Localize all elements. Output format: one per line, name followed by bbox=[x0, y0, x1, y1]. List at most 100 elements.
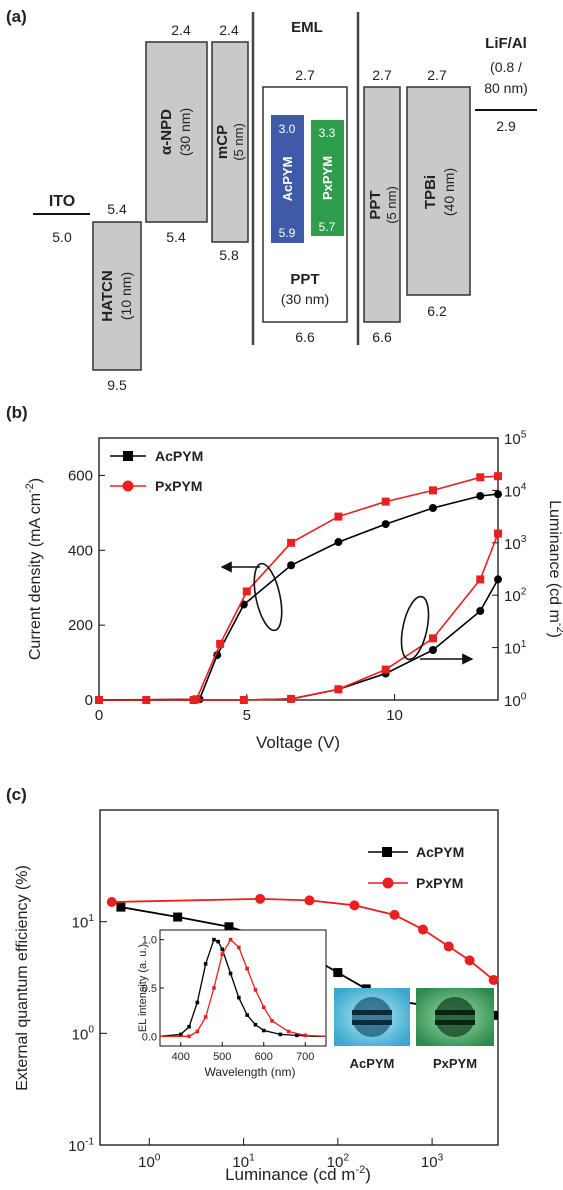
inset-point-acpym bbox=[187, 1024, 191, 1029]
ppt-etl-box bbox=[363, 86, 401, 323]
acpym-top: 3.0 bbox=[279, 122, 296, 136]
b-ytick-left-label: 0 bbox=[85, 692, 93, 709]
b-ytick-right-label: 103 bbox=[504, 534, 527, 553]
photo-pxpym-pixel bbox=[435, 997, 475, 1037]
inset-point-pxpym bbox=[212, 986, 216, 990]
c-point-pxpym bbox=[464, 955, 475, 966]
cathode-thickness-1: (0.8 / bbox=[490, 59, 522, 75]
inset-point-acpym bbox=[295, 1033, 299, 1038]
panel-b-label: (b) bbox=[6, 403, 28, 422]
ppt-etl-bottom: 6.6 bbox=[372, 329, 392, 345]
inset-point-pxpym bbox=[187, 1034, 191, 1039]
panel-b-legend: AcPYM PxPYM bbox=[110, 448, 203, 494]
acpym-dopant-box bbox=[271, 115, 304, 243]
inset-series bbox=[159, 937, 327, 1039]
photo-acpym-bar2 bbox=[352, 1020, 392, 1025]
c-point-pxpym bbox=[488, 975, 499, 986]
inset-xtick-label: 500 bbox=[213, 1051, 231, 1063]
c-point-pxpym bbox=[106, 897, 117, 908]
inset-point-acpym bbox=[228, 971, 233, 976]
ppt-eml-thickness: (30 nm) bbox=[281, 291, 329, 307]
c-xtick-label: 103 bbox=[421, 1152, 444, 1171]
panel-c-ylabel: External quantum efficiency (%) bbox=[14, 865, 31, 1091]
legend-marker-acpym bbox=[123, 451, 133, 461]
b-point-pxpym bbox=[95, 696, 103, 704]
inset-ytick-label: 1.0 bbox=[142, 935, 157, 947]
inset-point-acpym bbox=[220, 947, 225, 952]
c-point-pxpym bbox=[255, 893, 266, 904]
inset-ytick-label: 0.0 bbox=[142, 1031, 157, 1043]
panel-c-legend: AcPYM PxPYM bbox=[368, 844, 464, 891]
b-ytick-right-label: 105 bbox=[504, 429, 527, 448]
b-point-pxpym bbox=[381, 497, 390, 506]
panel-c-frame bbox=[99, 809, 499, 1146]
b-point-pxpym bbox=[381, 665, 390, 674]
legend-label-acpym: AcPYM bbox=[155, 448, 203, 464]
b-ytick-right-label: 101 bbox=[504, 639, 527, 658]
b-point-pxpym bbox=[428, 486, 437, 495]
c-legend-marker-acpym bbox=[382, 847, 392, 857]
c-legend-label-pxpym: PxPYM bbox=[416, 875, 463, 891]
b-point-acpym bbox=[494, 575, 502, 584]
ppt-etl-top: 2.7 bbox=[372, 67, 392, 83]
b-series-line-pxpym bbox=[99, 475, 499, 701]
c-point-pxpym bbox=[389, 909, 400, 920]
inset-xtick-label: 400 bbox=[172, 1051, 190, 1063]
c-ytick-label: 101 bbox=[72, 913, 95, 932]
b-ytick-left-label: 400 bbox=[68, 542, 93, 559]
tpbi-thickness: (40 nm) bbox=[441, 168, 457, 216]
inset-point-pxpym bbox=[245, 966, 249, 971]
legend-marker-pxpym bbox=[122, 480, 134, 492]
inset-point-acpym bbox=[261, 1028, 266, 1033]
tpbi-top: 2.7 bbox=[427, 67, 447, 83]
mcp-thickness: (5 nm) bbox=[231, 123, 246, 161]
hatcn-box bbox=[92, 221, 142, 371]
b-point-pxpym bbox=[494, 472, 502, 481]
pxpym-dopant-box bbox=[311, 120, 344, 236]
inset-point-acpym bbox=[195, 1000, 200, 1005]
hatcn-top: 5.4 bbox=[107, 201, 127, 217]
device-photo-pxpym: PxPYM bbox=[416, 988, 494, 1071]
c-legend-marker-pxpym bbox=[382, 877, 394, 889]
cathode-thickness-2: 80 nm) bbox=[484, 80, 528, 96]
b-point-pxpym bbox=[428, 634, 437, 643]
panel-b-series bbox=[95, 472, 502, 704]
inset-point-pxpym bbox=[220, 952, 225, 956]
ito-value: 5.0 bbox=[52, 229, 72, 245]
npd-thickness: (30 nm) bbox=[177, 108, 193, 156]
b-ytick-left-label: 200 bbox=[68, 617, 93, 634]
ppt-etl-name: PPT bbox=[367, 190, 384, 219]
b-point-pxpym bbox=[476, 575, 485, 584]
inset-point-acpym bbox=[245, 1013, 249, 1017]
c-legend-label-acpym: AcPYM bbox=[416, 844, 464, 860]
ppt-eml-bottom: 6.6 bbox=[295, 329, 315, 345]
inset-point-acpym bbox=[278, 1032, 283, 1037]
c-point-acpym bbox=[224, 922, 234, 932]
b-series-line-acpym bbox=[98, 493, 499, 701]
ppt-eml-name: PPT bbox=[290, 271, 319, 288]
b-point-pxpym bbox=[287, 538, 296, 547]
inset-point-pxpym bbox=[303, 1033, 308, 1038]
c-ytick-label: 100 bbox=[72, 1025, 95, 1044]
photo-acpym-bar1 bbox=[352, 1010, 392, 1015]
panel-b-xlabel: Voltage (V) bbox=[256, 733, 340, 752]
luminance-ellipse bbox=[400, 595, 430, 661]
inset-point-pxpym bbox=[253, 988, 258, 992]
b-point-acpym bbox=[428, 645, 437, 654]
b-point-acpym bbox=[476, 492, 485, 501]
panel-c-label: (c) bbox=[6, 785, 27, 804]
mcp-box bbox=[211, 41, 249, 243]
b-series-line-acpym bbox=[99, 579, 499, 701]
inset-point-pxpym bbox=[237, 945, 241, 950]
hatcn-thickness: (10 nm) bbox=[118, 272, 134, 320]
inset-point-acpym bbox=[203, 962, 208, 966]
pxpym-name: PxPYM bbox=[320, 156, 335, 200]
c-point-pxpym bbox=[443, 941, 454, 952]
panel-a-label: (a) bbox=[6, 7, 27, 26]
b-point-acpym bbox=[381, 520, 390, 529]
b-series-line-pxpym bbox=[99, 533, 499, 701]
b-point-acpym bbox=[334, 538, 343, 547]
inset-point-pxpym bbox=[270, 1019, 274, 1023]
hatcn-name: HATCN bbox=[99, 270, 116, 321]
